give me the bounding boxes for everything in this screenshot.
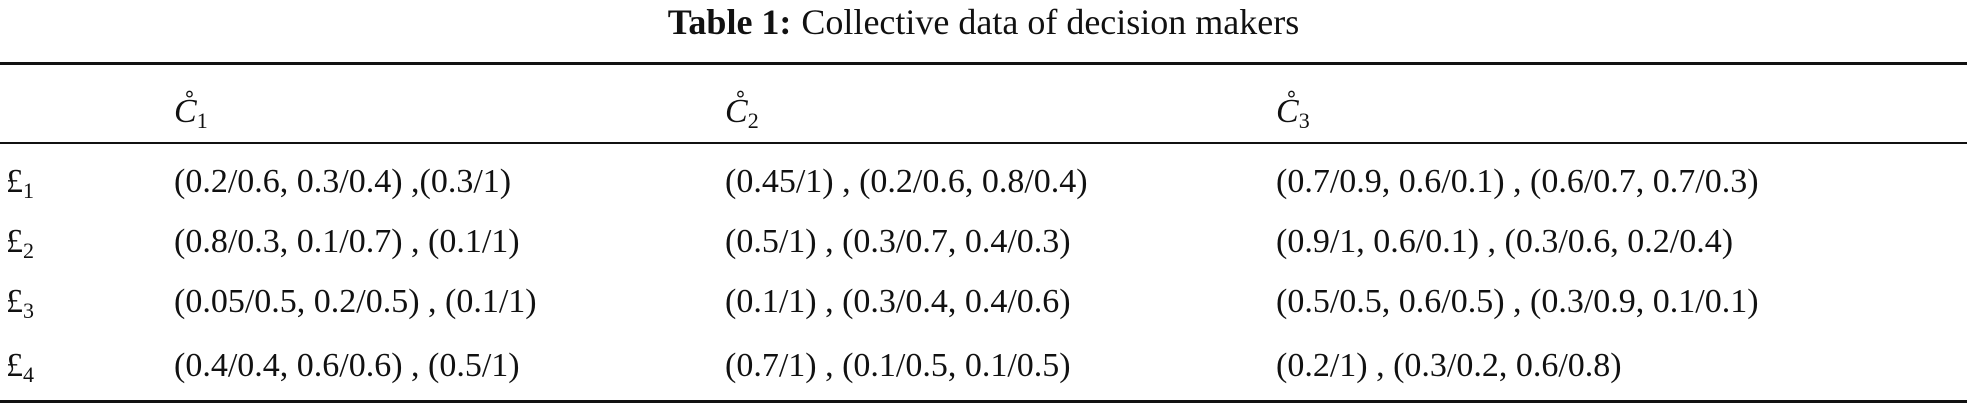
caption-text: Collective data of decision makers: [801, 2, 1300, 42]
column-header-letter: C̊: [174, 93, 197, 130]
table-caption: Table 1: Collective data of decision make…: [0, 2, 1967, 42]
table-cell: (0.7/0.9, 0.6/0.1) , (0.6/0.7, 0.7/0.3): [1276, 163, 1759, 200]
table-cell: (0.4/0.4, 0.6/0.6) , (0.5/1): [174, 347, 520, 384]
column-header-subscript: 3: [1298, 108, 1310, 133]
row-label: £3: [6, 282, 34, 331]
table-cell: (0.8/0.3, 0.1/0.7) , (0.1/1): [174, 223, 520, 260]
table-cell: (0.5/0.5, 0.6/0.5) , (0.3/0.9, 0.1/0.1): [1276, 283, 1759, 320]
row-label-letter: £: [6, 223, 23, 260]
table-cell: (0.7/1) , (0.1/0.5, 0.1/0.5): [725, 347, 1071, 384]
column-header-letter: C̊: [725, 93, 748, 130]
table-cell: (0.9/1, 0.6/0.1) , (0.3/0.6, 0.2/0.4): [1276, 223, 1734, 260]
caption-label: Table 1:: [667, 2, 792, 42]
row-label-letter: £: [6, 163, 23, 200]
row-label-subscript: 4: [23, 362, 34, 387]
row-label-subscript: 1: [23, 178, 34, 203]
column-header-letter: C̊: [1276, 93, 1299, 130]
column-header-subscript: 2: [747, 108, 759, 133]
table-cell: (0.5/1) , (0.3/0.7, 0.4/0.3): [725, 223, 1071, 260]
table-cell: (0.05/0.5, 0.2/0.5) , (0.1/1): [174, 283, 537, 320]
row-label-letter: £: [6, 347, 23, 384]
column-header: C̊1: [174, 92, 208, 141]
bottom-rule: [0, 400, 1967, 403]
header-rule: [0, 142, 1967, 144]
row-label: £2: [6, 222, 34, 271]
row-label-subscript: 3: [23, 298, 34, 323]
row-label: £4: [6, 346, 34, 395]
table-cell: (0.1/1) , (0.3/0.4, 0.4/0.6): [725, 283, 1071, 320]
table-cell: (0.2/1) , (0.3/0.2, 0.6/0.8): [1276, 347, 1622, 384]
column-header-subscript: 1: [196, 108, 208, 133]
column-header: C̊2: [725, 92, 759, 141]
table-cell: (0.2/0.6, 0.3/0.4) ,(0.3/1): [174, 163, 512, 200]
row-label-subscript: 2: [23, 238, 34, 263]
row-label: £1: [6, 162, 34, 211]
column-header: C̊3: [1276, 92, 1310, 141]
top-rule: [0, 62, 1967, 65]
table-cell: (0.45/1) , (0.2/0.6, 0.8/0.4): [725, 163, 1088, 200]
row-label-letter: £: [6, 283, 23, 320]
